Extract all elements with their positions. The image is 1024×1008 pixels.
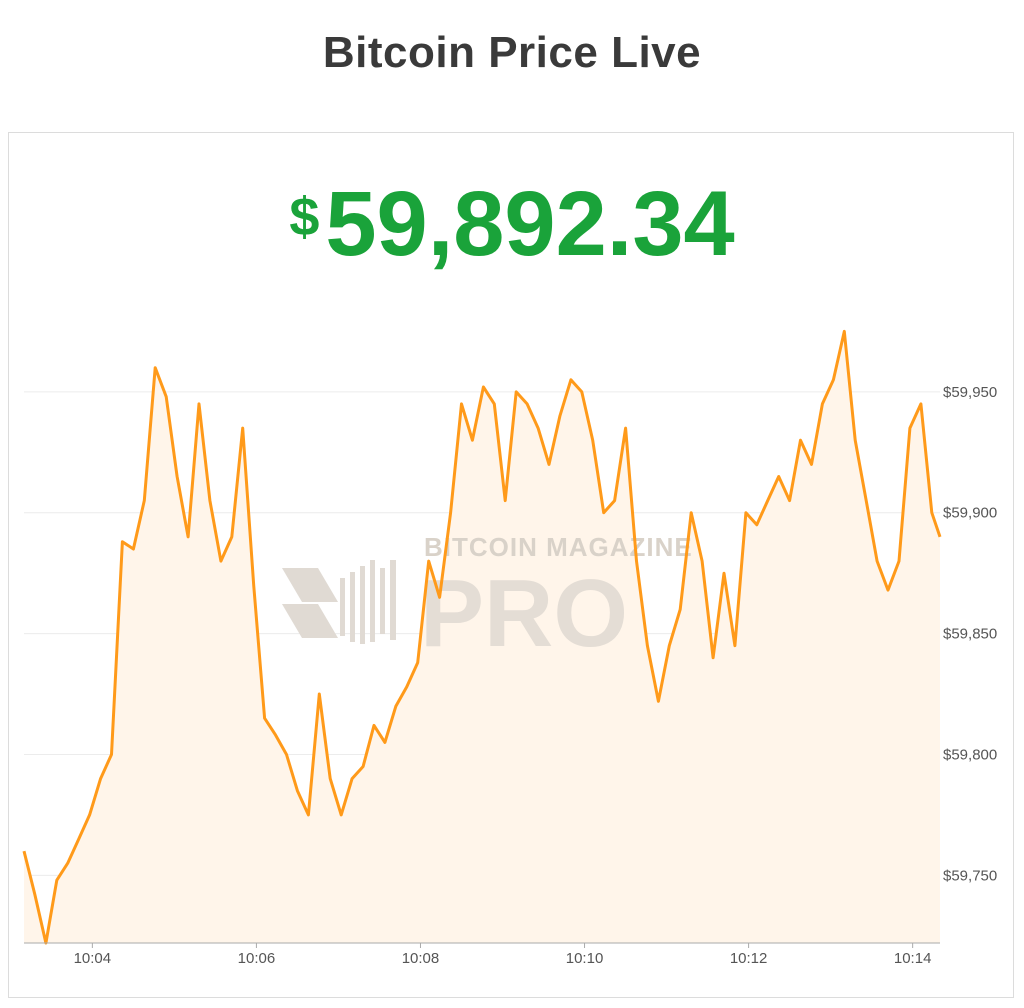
x-tick-label: 10:06 <box>238 950 276 967</box>
x-tick-label: 10:10 <box>566 950 604 967</box>
watermark: BITCOIN MAGAZINE PRO <box>282 532 693 667</box>
y-tick-label: $59,900 <box>943 505 997 522</box>
x-tick-label: 10:14 <box>894 950 932 967</box>
x-axis: 10:04 10:06 10:08 10:10 10:12 10:14 <box>74 943 932 967</box>
price-value: 59,892.34 <box>325 173 735 275</box>
watermark-logo-icon <box>282 560 396 644</box>
x-tick-label: 10:12 <box>730 950 768 967</box>
area-layer <box>24 331 940 943</box>
y-tick-label: $59,800 <box>943 746 997 763</box>
y-tick-label: $59,850 <box>943 626 997 643</box>
price-area <box>24 331 940 943</box>
x-tick-label: 10:08 <box>402 950 440 967</box>
y-axis: $59,750 $59,800 $59,850 $59,900 $59,950 <box>943 384 997 884</box>
watermark-line1: BITCOIN MAGAZINE <box>424 532 693 562</box>
current-price: $59,892.34 <box>0 172 1024 277</box>
y-tick-label: $59,950 <box>943 384 997 401</box>
x-tick-label: 10:04 <box>74 950 112 967</box>
line-layer <box>22 329 942 945</box>
watermark-line2: PRO <box>420 560 628 667</box>
y-tick-label: $59,750 <box>943 867 997 884</box>
currency-symbol: $ <box>289 187 320 247</box>
page-title: Bitcoin Price Live <box>322 28 702 77</box>
